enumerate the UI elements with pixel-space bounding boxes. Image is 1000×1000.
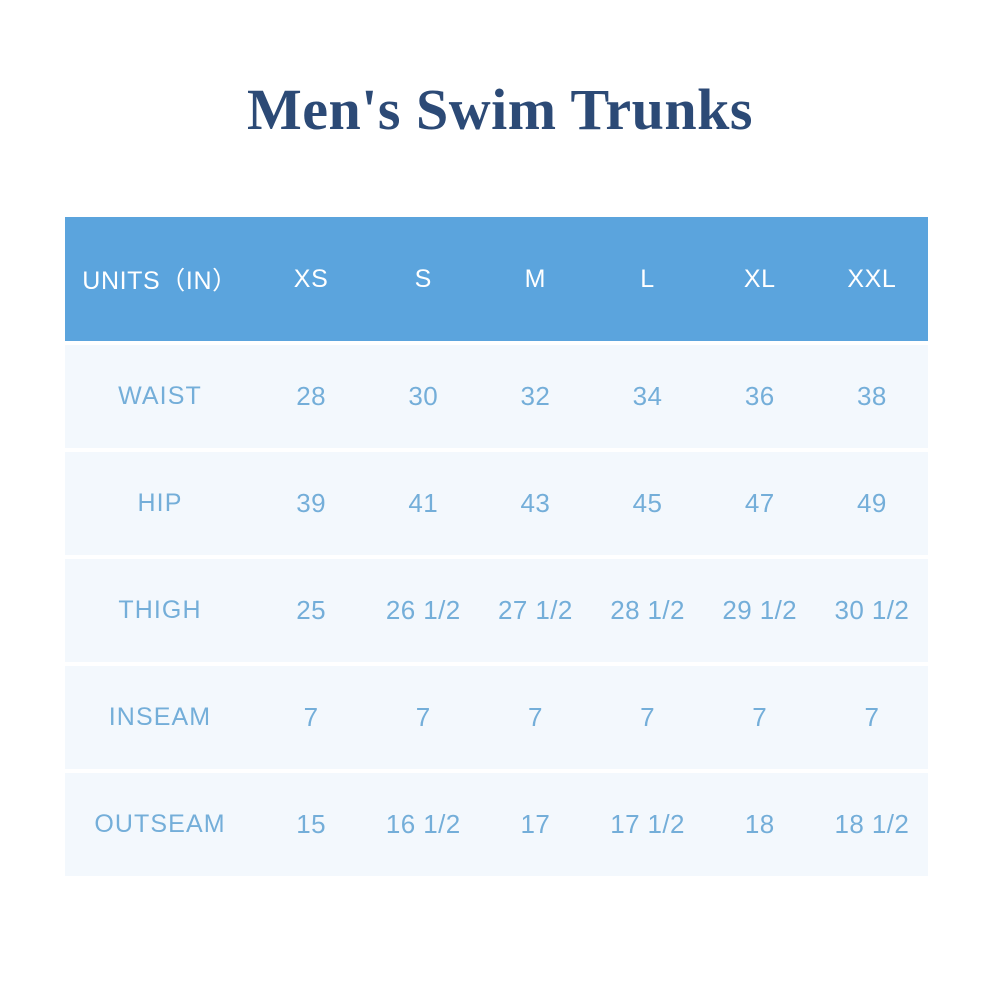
cell-hip-xxl: 49: [815, 452, 928, 555]
cell-outseam-xxl: 18 1/2: [815, 773, 928, 876]
table-row: HIP 39 41 43 45 47 49: [65, 452, 928, 555]
row-label-thigh: THIGH: [65, 559, 255, 662]
column-header-xs: XS: [255, 217, 368, 341]
cell-thigh-l: 28 1/2: [591, 559, 704, 662]
column-header-units: UNITS（IN）: [65, 217, 255, 341]
cell-thigh-s: 26 1/2: [367, 559, 480, 662]
cell-thigh-m: 27 1/2: [479, 559, 592, 662]
column-header-m: M: [479, 217, 592, 341]
column-header-l: L: [591, 217, 704, 341]
cell-inseam-xxl: 7: [815, 666, 928, 769]
size-chart-table: UNITS（IN） XS S M L XL XXL WAIST 28 30 32…: [65, 213, 928, 880]
cell-inseam-l: 7: [591, 666, 704, 769]
cell-outseam-xl: 18: [703, 773, 816, 876]
table-row: OUTSEAM 15 16 1/2 17 17 1/2 18 18 1/2: [65, 773, 928, 876]
cell-waist-xl: 36: [703, 345, 816, 448]
row-label-waist: WAIST: [65, 345, 255, 448]
cell-hip-m: 43: [479, 452, 592, 555]
cell-waist-l: 34: [591, 345, 704, 448]
cell-hip-l: 45: [591, 452, 704, 555]
cell-waist-m: 32: [479, 345, 592, 448]
column-header-xl: XL: [703, 217, 816, 341]
row-label-inseam: INSEAM: [65, 666, 255, 769]
cell-hip-xs: 39: [255, 452, 368, 555]
cell-inseam-m: 7: [479, 666, 592, 769]
table-body: WAIST 28 30 32 34 36 38 HIP 39 41 43 45 …: [65, 345, 928, 876]
cell-thigh-xs: 25: [255, 559, 368, 662]
table-header: UNITS（IN） XS S M L XL XXL: [65, 217, 928, 341]
cell-outseam-m: 17: [479, 773, 592, 876]
cell-outseam-l: 17 1/2: [591, 773, 704, 876]
cell-inseam-xs: 7: [255, 666, 368, 769]
cell-thigh-xl: 29 1/2: [703, 559, 816, 662]
row-label-hip: HIP: [65, 452, 255, 555]
cell-thigh-xxl: 30 1/2: [815, 559, 928, 662]
row-label-outseam: OUTSEAM: [65, 773, 255, 876]
cell-waist-xs: 28: [255, 345, 368, 448]
header-row: UNITS（IN） XS S M L XL XXL: [65, 217, 928, 341]
cell-inseam-s: 7: [367, 666, 480, 769]
table-row: THIGH 25 26 1/2 27 1/2 28 1/2 29 1/2 30 …: [65, 559, 928, 662]
cell-hip-s: 41: [367, 452, 480, 555]
column-header-xxl: XXL: [815, 217, 928, 341]
column-header-s: S: [367, 217, 480, 341]
cell-waist-xxl: 38: [815, 345, 928, 448]
cell-waist-s: 30: [367, 345, 480, 448]
cell-outseam-s: 16 1/2: [367, 773, 480, 876]
cell-inseam-xl: 7: [703, 666, 816, 769]
table-row: INSEAM 7 7 7 7 7 7: [65, 666, 928, 769]
table-row: WAIST 28 30 32 34 36 38: [65, 345, 928, 448]
cell-outseam-xs: 15: [255, 773, 368, 876]
cell-hip-xl: 47: [703, 452, 816, 555]
page-title: Men's Swim Trunks: [247, 77, 753, 142]
